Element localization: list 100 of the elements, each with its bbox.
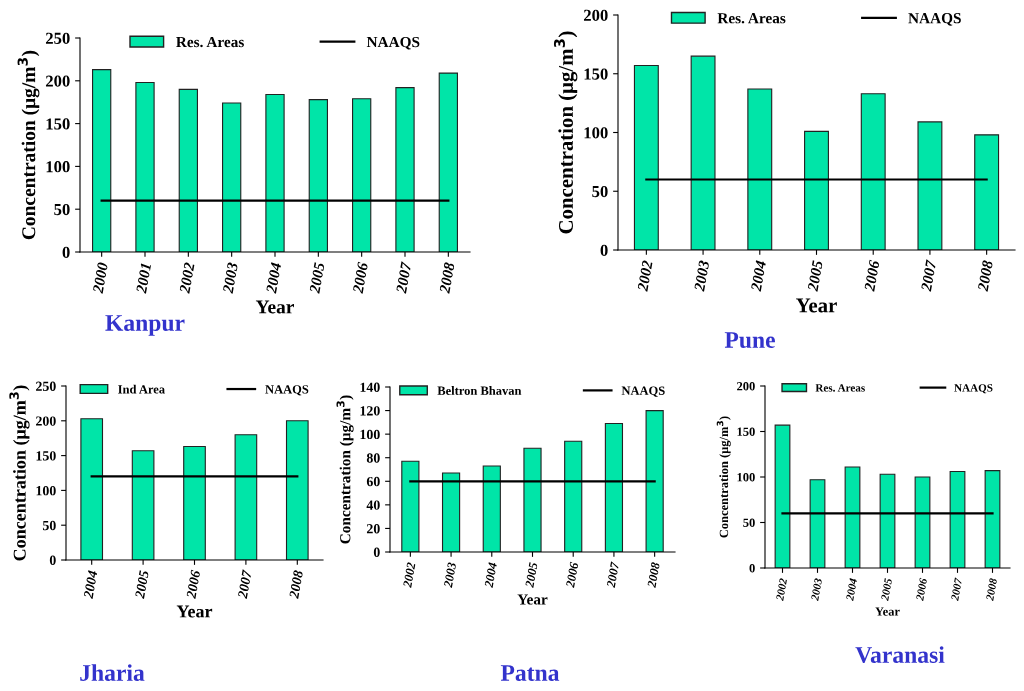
x-tick-label: 2007 — [950, 577, 963, 602]
y-tick-label: 0 — [62, 246, 70, 258]
legend-label: Res. Areas — [176, 36, 244, 48]
bar — [747, 88, 773, 250]
y-tick-label: 100 — [584, 127, 608, 139]
y-tick-label: 200 — [737, 382, 755, 391]
bar — [441, 472, 461, 552]
x-tick-label: 2004 — [265, 262, 282, 294]
text: Jharia — [80, 664, 145, 681]
bar — [860, 93, 886, 250]
bar — [914, 476, 931, 568]
y-tick-label: 60 — [366, 476, 380, 487]
x-tick-label: 2006 — [864, 259, 880, 292]
legend-label: Res. Areas — [717, 13, 786, 24]
y-tick-label: 50 — [54, 203, 70, 216]
x-tick-label: 2005 — [134, 570, 149, 599]
text: Varanasi — [855, 646, 945, 664]
x-tick-label: 2003 — [810, 578, 823, 602]
text: Patna — [500, 665, 560, 681]
y-tick-label: 50 — [592, 185, 608, 198]
bar — [523, 447, 542, 552]
y-tick-label: 120 — [360, 406, 380, 416]
x-axis-title: Year — [517, 594, 548, 605]
legend-label: NAAQS — [908, 13, 961, 26]
x-tick-label: 2006 — [915, 577, 928, 602]
bar — [633, 64, 659, 250]
y-tick-label: 200 — [45, 75, 70, 87]
bar — [645, 410, 664, 552]
x-tick-label: 2008 — [647, 561, 660, 589]
bar — [564, 440, 583, 552]
x-axis-title: Year — [875, 607, 900, 616]
y-tick-label: 100 — [36, 485, 56, 496]
y-tick-label: 200 — [36, 416, 56, 426]
y-tick-label: 20 — [366, 524, 380, 534]
bar — [401, 460, 420, 552]
x-tick-label: 2003 — [443, 562, 457, 589]
y-tick-label: 100 — [46, 161, 70, 173]
bar — [285, 420, 309, 560]
bar — [774, 424, 791, 568]
y-tick-label: 150 — [46, 118, 70, 130]
y-tick-label: 150 — [737, 427, 755, 436]
legend-label: NAAQS — [265, 385, 309, 396]
x-tick-label: 2005 — [807, 260, 823, 292]
y-tick-label: 0 — [600, 244, 608, 256]
legend-label: Beltron Bhavan — [437, 386, 522, 395]
bar — [308, 99, 328, 252]
bar — [135, 81, 155, 252]
x-tick-label: 2005 — [525, 562, 538, 589]
x-tick-label: 2004 — [750, 260, 767, 292]
bar — [178, 88, 198, 252]
bar — [809, 479, 826, 568]
bar — [949, 470, 966, 568]
y-tick-label: 0 — [749, 564, 755, 573]
x-axis-title: Year — [796, 298, 837, 313]
x-tick-label: 2002 — [775, 578, 788, 602]
x-tick-label: 2004 — [845, 578, 858, 602]
y-tick-label: 50 — [743, 518, 755, 527]
bar — [352, 98, 372, 252]
x-tick-label: 2002 — [637, 260, 653, 292]
x-tick-label: 2000 — [92, 262, 109, 294]
text: Pune — [724, 332, 775, 348]
x-tick-label: 2002 — [179, 262, 195, 294]
x-tick-label: 2003 — [222, 262, 239, 294]
x-tick-label: 2007 — [606, 561, 620, 589]
y-tick-label: 80 — [366, 453, 380, 463]
bar — [804, 130, 829, 250]
x-tick-label: 2005 — [309, 262, 325, 294]
x-axis-title: Year — [176, 605, 213, 618]
x-axis-title: Year — [255, 300, 295, 314]
text: Kanpur — [105, 315, 185, 336]
y-tick-label: 250 — [36, 381, 56, 391]
x-tick-label: 2001 — [135, 263, 152, 294]
x-tick-label: 2007 — [237, 569, 252, 599]
x-tick-label: 2007 — [395, 261, 412, 294]
y-axis-title: Concentration (μg/m$^{3}$) — [716, 416, 731, 538]
legend-label: Res. Areas — [815, 384, 865, 392]
bar — [917, 121, 943, 250]
x-tick-label: 2006 — [186, 569, 201, 599]
bar — [844, 466, 861, 568]
x-tick-label: 2004 — [83, 570, 98, 599]
y-tick-label: 140 — [360, 382, 380, 392]
legend-label: NAAQS — [621, 386, 665, 397]
y-axis-title: Concentration (μg/m$^{3}$) — [553, 31, 578, 234]
bar — [974, 134, 1000, 250]
bar — [879, 473, 896, 568]
legend-label: Ind Area — [118, 384, 165, 394]
y-tick-label: 50 — [42, 520, 56, 531]
legend-label: NAAQS — [954, 384, 993, 394]
x-tick-label: 2008 — [439, 262, 455, 294]
x-tick-label: 2003 — [694, 260, 710, 292]
bar — [92, 69, 112, 252]
bar — [234, 434, 258, 560]
bar — [265, 93, 285, 252]
bar — [222, 102, 242, 252]
bar — [131, 450, 155, 560]
x-tick-label: 2008 — [977, 260, 994, 292]
y-tick-label: 0 — [49, 555, 56, 565]
bar — [984, 470, 1001, 568]
bar — [482, 465, 501, 552]
bar — [395, 87, 415, 252]
